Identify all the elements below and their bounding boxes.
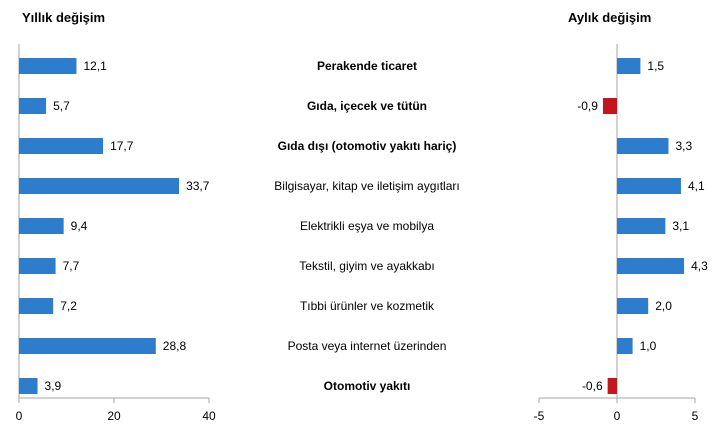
yearly-bar xyxy=(19,178,180,194)
monthly-value-label: 3,3 xyxy=(675,139,692,153)
monthly-value-label: 1,0 xyxy=(640,339,657,353)
monthly-bar xyxy=(617,58,641,74)
yearly-bar xyxy=(19,138,104,154)
monthly-chart-title: Aylık değişim xyxy=(568,10,651,25)
monthly-bar xyxy=(617,178,681,194)
monthly-value-label: 1,5 xyxy=(647,59,664,73)
category-label: Elektrikli eşya ve mobilya xyxy=(300,219,434,233)
monthly-value-label: -0,9 xyxy=(577,99,598,113)
yearly-value-label: 3,9 xyxy=(45,379,62,393)
category-label: Tekstil, giyim ve ayakkabı xyxy=(299,259,434,273)
monthly-bar xyxy=(617,298,649,314)
yearly-bar xyxy=(19,98,47,114)
monthly-value-label: 4,3 xyxy=(691,259,708,273)
monthly-value-label: 2,0 xyxy=(655,299,672,313)
monthly-bar xyxy=(602,98,617,114)
yearly-tick-label: 20 xyxy=(107,409,121,423)
yearly-value-label: 7,2 xyxy=(60,299,77,313)
monthly-tick-label: 5 xyxy=(692,409,699,423)
category-label: Otomotiv yakıtı xyxy=(324,379,411,393)
yearly-value-label: 33,7 xyxy=(186,179,210,193)
yearly-value-label: 17,7 xyxy=(110,139,134,153)
yearly-chart: 0 20 40 12,1 5,7 17,7 33,7 9,4 7,7 7,2 28,8 3,9 xyxy=(16,44,216,423)
yearly-bar xyxy=(19,58,77,74)
category-labels: Perakende ticaret Gıda, içecek ve tütün Gı… xyxy=(274,59,459,393)
yearly-tick-label: 40 xyxy=(202,409,216,423)
yearly-value-label: 12,1 xyxy=(83,59,107,73)
yearly-value-label: 9,4 xyxy=(71,219,88,233)
category-label: Gıda, içecek ve tütün xyxy=(307,99,427,113)
monthly-value-label: 4,1 xyxy=(688,179,705,193)
category-label: Bilgisayar, kitap ve iletişim aygıtları xyxy=(274,179,459,193)
yearly-bar xyxy=(19,298,54,314)
yearly-bar xyxy=(19,218,64,234)
monthly-bar xyxy=(617,218,666,234)
monthly-tick-label: -5 xyxy=(534,409,545,423)
yearly-value-label: 5,7 xyxy=(53,99,70,113)
monthly-value-label: 3,1 xyxy=(672,219,689,233)
category-label: Posta veya internet üzerinden xyxy=(288,339,447,353)
category-label: Perakende ticaret xyxy=(317,59,417,73)
category-label: Gıda dışı (otomotiv yakıtı hariç) xyxy=(278,139,457,153)
yearly-bar xyxy=(19,378,38,394)
yearly-bar xyxy=(19,338,156,354)
yearly-value-label: 28,8 xyxy=(163,339,187,353)
monthly-chart: -5 0 5 1,5 -0,9 3,3 4,1 3,1 4,3 2,0 1,0 -0,6 xyxy=(534,44,708,423)
yearly-value-label: 7,7 xyxy=(63,259,80,273)
yearly-chart-title: Yıllık değişim xyxy=(22,10,105,25)
monthly-bar xyxy=(607,378,617,394)
category-label: Tıbbi ürünler ve kozmetik xyxy=(300,299,435,313)
monthly-value-label: -0,6 xyxy=(582,379,603,393)
monthly-tick-label: 0 xyxy=(614,409,621,423)
monthly-bar xyxy=(617,338,633,354)
monthly-bar xyxy=(617,138,669,154)
yearly-bar xyxy=(19,258,56,274)
monthly-bar xyxy=(617,258,685,274)
yearly-tick-label: 0 xyxy=(16,409,23,423)
